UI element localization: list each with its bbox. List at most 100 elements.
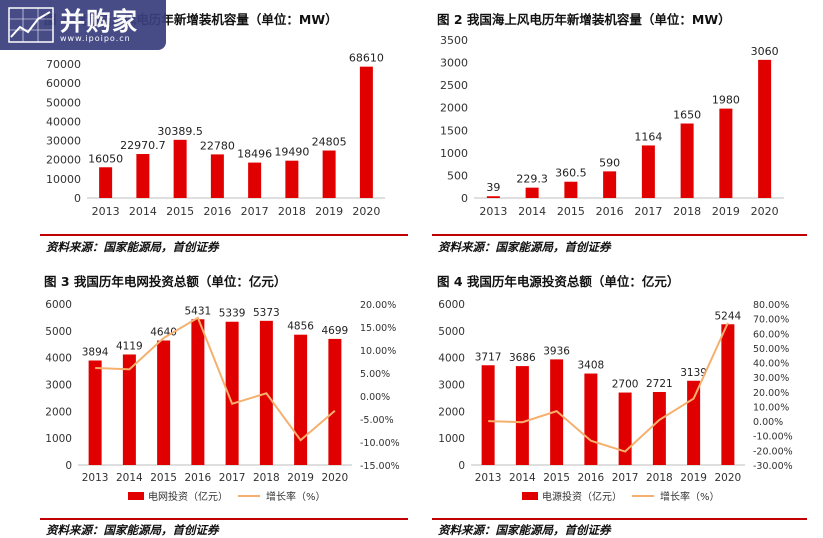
chart-4-bar-value-label: 2700 [612, 379, 639, 391]
chart-2-title: 图 2 我国海上风电历年新增装机容量（单位：MW） [437, 12, 731, 27]
chart-4-bar-value-label: 3139 [680, 367, 707, 379]
chart-4-y2tick-label: 30.00% [753, 373, 789, 384]
chart-3-xtick-label: 2018 [253, 472, 280, 484]
chart-1-bar-value-label: 18496 [237, 148, 272, 161]
chart-3-title: 图 3 我国历年电网投资总额（单位：亿元） [44, 274, 287, 289]
chart-2-ytick-label: 1000 [440, 147, 468, 160]
chart-4-bar-value-label: 3936 [543, 345, 570, 357]
chart-1-xtick-label: 2015 [166, 205, 194, 218]
chart-4-y2tick-label: 10.00% [753, 402, 789, 413]
chart-3-bar-value-label: 4640 [150, 326, 177, 338]
chart-2-xtick-label: 2020 [751, 205, 779, 218]
chart-4-plot: 0 1000 2000 3000 4000 5000 6000 -30.00% -20.00% -… [438, 299, 793, 503]
chart-2-xtick-label: 2019 [712, 205, 740, 218]
chart-1-ytick-label: 30000 [46, 135, 81, 148]
chart-3-bar-value-label: 4119 [116, 340, 143, 352]
chart-1-xtick-label: 2020 [352, 205, 380, 218]
chart-3-bar-value-label: 5373 [253, 307, 280, 319]
chart-4-bar [584, 373, 598, 465]
chart-4-xtick-label: 2013 [475, 472, 502, 484]
chart-3-ytick-label: 6000 [45, 299, 72, 311]
chart-4-y2tick-label: 40.00% [753, 359, 789, 370]
chart-2-plot: 0 500 1000 1500 2000 2500 3000 3500 39 2013 229.3 2… [440, 34, 784, 218]
chart-4-bar [721, 324, 735, 465]
chart-2-ytick-label: 1500 [440, 124, 468, 137]
chart-4-xtick-label: 2014 [509, 472, 536, 484]
chart-3-xtick-label: 2016 [185, 472, 212, 484]
chart-3-ytick-label: 5000 [45, 326, 72, 338]
chart-3-bar [122, 354, 136, 465]
chart-4-y2tick-label: -10.00% [753, 432, 793, 443]
chart-3-ytick-label: 2000 [45, 406, 72, 418]
chart-1-plot: 0 10000 20000 30000 40000 50000 60000 70000 1605… [46, 52, 385, 218]
chart-1-bar [210, 154, 224, 198]
chart-4-ytick-label: 6000 [438, 299, 465, 311]
chart-4-title: 图 4 我国历年电源投资总额（单位：亿元） [437, 274, 680, 289]
chart-3-legend-swatch-bar [128, 492, 144, 500]
chart-2-source: 资料来源：国家能源局，首创证券 [438, 240, 611, 254]
chart-1-bar [99, 167, 113, 198]
chart-2-bar [486, 196, 500, 198]
chart-4-legend-label-bar: 电源投资（亿元） [542, 490, 622, 503]
chart-3-ytick-label: 4000 [45, 353, 72, 365]
chart-4-legend-label-line: 增长率（%） [660, 490, 720, 503]
chart-2-xtick-label: 2017 [634, 205, 662, 218]
chart-1-bar [173, 139, 187, 198]
chart-4-bar [652, 391, 666, 465]
chart-1-bar-value-label: 16050 [88, 152, 123, 165]
chart-1-ytick-label: 70000 [46, 58, 81, 71]
chart-1-ytick-label: 0 [74, 192, 81, 205]
chart-1-xtick-label: 2014 [129, 205, 157, 218]
chart-1-bar [248, 162, 262, 198]
chart-3-legend-label-line: 增长率（%） [266, 490, 326, 503]
chart-2-ytick-label: 0 [461, 192, 468, 205]
chart-2-ytick-label: 500 [447, 169, 468, 182]
chart-1-bar-value-label: 22780 [200, 139, 235, 152]
chart-4-y2tick-label: 50.00% [753, 344, 789, 355]
chart-3-ytick-label: 0 [65, 460, 72, 472]
chart-4-ytick-label: 4000 [438, 353, 465, 365]
chart-2-xtick-label: 2014 [518, 205, 546, 218]
chart-2-bar-value-label: 39 [486, 181, 500, 194]
chart-3-plot: 0 1000 2000 3000 4000 5000 6000 -15.00% -10.00% -… [45, 299, 400, 503]
chart-3-y2tick-label: 20.00% [360, 300, 396, 311]
chart-4-growth-line [488, 322, 729, 453]
chart-3-xtick-label: 2020 [322, 472, 349, 484]
chart-2-xtick-label: 2018 [673, 205, 701, 218]
chart-3-divider [40, 518, 408, 520]
chart-4-xtick-label: 2016 [578, 472, 605, 484]
chart-1-source: 资料来源：国家能源局，首创证券 [46, 240, 219, 254]
chart-4-xtick-label: 2015 [543, 472, 570, 484]
chart-2-bar [564, 181, 578, 198]
chart-3-bar [191, 319, 205, 465]
chart-4-xtick-label: 2019 [680, 472, 707, 484]
chart-2-bar-value-label: 360.5 [555, 167, 587, 180]
chart-3-y2tick-label: -15.00% [360, 461, 400, 472]
chart-4-divider [432, 518, 807, 520]
chart-4-xtick-label: 2017 [612, 472, 639, 484]
chart-3-bar-value-label: 5339 [219, 308, 246, 320]
chart-4-y2tick-label: 60.00% [753, 329, 789, 340]
chart-2-bar-value-label: 3060 [751, 45, 779, 58]
chart-3-y2tick-label: -10.00% [360, 438, 400, 449]
chart-3-bar-value-label: 3894 [82, 347, 109, 359]
chart-4-bar-value-label: 2721 [646, 378, 673, 390]
chart-1-bar [285, 160, 299, 198]
chart-4-y2tick-label: 80.00% [753, 300, 789, 311]
chart-1-bar-value-label: 30389.5 [157, 125, 203, 138]
chart-4-bar [687, 380, 701, 465]
chart-3-ytick-label: 3000 [45, 380, 72, 392]
chart-3-growth-line [95, 316, 336, 442]
chart-3-bar [294, 334, 308, 465]
watermark-title: 并购家 [60, 7, 139, 36]
chart-4-bar [618, 392, 632, 465]
chart-3-bar-value-label: 5431 [185, 305, 212, 317]
chart-4-y2tick-label: -30.00% [753, 461, 793, 472]
chart-1-bar-value-label: 22970.7 [120, 139, 166, 152]
chart-3-xtick-label: 2013 [82, 472, 109, 484]
chart-1-xtick-label: 2018 [278, 205, 306, 218]
chart-3-bar-value-label: 4856 [287, 321, 314, 333]
chart-3-xtick-label: 2017 [219, 472, 246, 484]
chart-2-bar-value-label: 1164 [634, 130, 662, 143]
chart-3-ytick-label: 1000 [45, 433, 72, 445]
